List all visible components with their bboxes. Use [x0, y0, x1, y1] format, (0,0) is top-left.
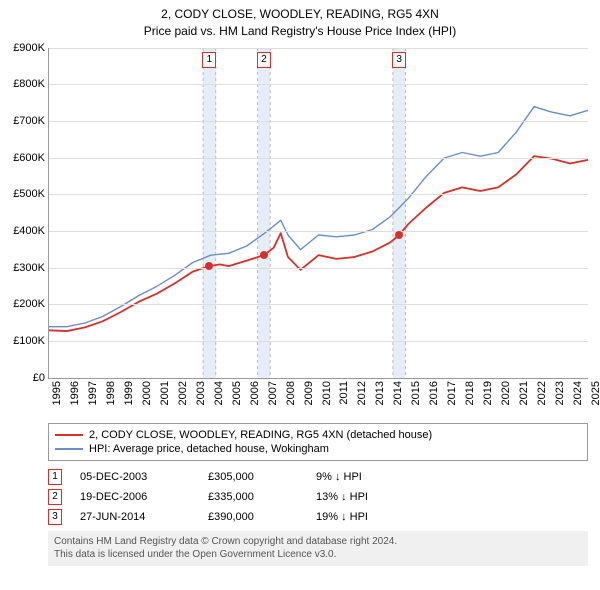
x-axis-label: 2003 — [195, 381, 207, 405]
sales-row: 3 27-JUN-2014 £390,000 19% ↓ HPI — [48, 507, 588, 527]
sale-date: 27-JUN-2014 — [80, 511, 190, 523]
x-axis-label: 2023 — [554, 381, 566, 405]
x-axis-label: 2010 — [321, 381, 333, 405]
footer-line1: Contains HM Land Registry data © Crown c… — [54, 535, 582, 549]
x-axis-labels: 1995 1996 1997 1998 1999 2000 2001 2002 2003 2004… — [48, 379, 588, 419]
title-block: 2, CODY CLOSE, WOODLEY, READING, RG5 4XN… — [0, 0, 600, 40]
legend-row-property: 2, CODY CLOSE, WOODLEY, READING, RG5 4XN… — [55, 428, 581, 442]
sale-marker-box: 3 — [48, 509, 62, 525]
gridline — [49, 268, 588, 269]
y-axis-label: £500K — [3, 188, 45, 200]
gridline — [49, 194, 588, 195]
x-axis-label: 2017 — [446, 381, 458, 405]
line-layer — [49, 48, 588, 378]
sale-dot — [260, 251, 268, 259]
sale-delta: 9% ↓ HPI — [316, 471, 426, 483]
legend: 2, CODY CLOSE, WOODLEY, READING, RG5 4XN… — [48, 423, 588, 461]
gridline — [49, 84, 588, 85]
x-axis-label: 2011 — [338, 381, 350, 405]
gridline — [49, 121, 588, 122]
legend-swatch-property — [55, 434, 83, 436]
sale-marker-box: 3 — [392, 52, 406, 68]
chart-container: 2, CODY CLOSE, WOODLEY, READING, RG5 4XN… — [0, 0, 600, 566]
x-axis-label: 2009 — [303, 381, 315, 405]
x-axis-label: 2001 — [159, 381, 171, 405]
sales-row: 1 05-DEC-2003 £305,000 9% ↓ HPI — [48, 467, 588, 487]
x-axis-label: 1996 — [69, 381, 81, 405]
footer-line2: This data is licensed under the Open Gov… — [54, 548, 582, 562]
x-axis-label: 1995 — [51, 381, 63, 405]
sales-table: 1 05-DEC-2003 £305,000 9% ↓ HPI 2 19-DEC-2006… — [48, 467, 588, 527]
y-axis-label: £200K — [3, 298, 45, 310]
sale-dot — [205, 262, 213, 270]
y-axis-label: £0 — [3, 372, 45, 384]
x-axis-label: 2020 — [500, 381, 512, 405]
sale-marker-box: 1 — [48, 469, 62, 485]
sale-date: 19-DEC-2006 — [80, 491, 190, 503]
legend-swatch-hpi — [55, 448, 83, 450]
sale-delta: 19% ↓ HPI — [316, 511, 426, 523]
gridline — [49, 48, 588, 49]
x-axis-label: 2007 — [267, 381, 279, 405]
y-axis-label: £100K — [3, 335, 45, 347]
x-axis-label: 2019 — [482, 381, 494, 405]
sale-delta: 13% ↓ HPI — [316, 491, 426, 503]
x-axis-label: 2002 — [177, 381, 189, 405]
x-axis-label: 2005 — [231, 381, 243, 405]
x-axis-label: 2015 — [410, 381, 422, 405]
legend-label-property: 2, CODY CLOSE, WOODLEY, READING, RG5 4XN… — [89, 429, 432, 441]
footer: Contains HM Land Registry data © Crown c… — [48, 531, 588, 566]
sale-price: £335,000 — [208, 491, 298, 503]
y-axis-label: £700K — [3, 115, 45, 127]
y-axis-label: £800K — [3, 78, 45, 90]
legend-label-hpi: HPI: Average price, detached house, Woki… — [89, 443, 329, 455]
sale-dot — [395, 231, 403, 239]
gridline — [49, 341, 588, 342]
sale-date: 05-DEC-2003 — [80, 471, 190, 483]
x-axis-label: 2021 — [518, 381, 530, 405]
x-axis-label: 2014 — [392, 381, 404, 405]
sale-marker-box: 2 — [48, 489, 62, 505]
x-axis-label: 1997 — [87, 381, 99, 405]
y-axis-label: £400K — [3, 225, 45, 237]
title-line2: Price paid vs. HM Land Registry's House … — [0, 23, 600, 40]
y-axis-label: £300K — [3, 262, 45, 274]
x-axis-label: 2018 — [464, 381, 476, 405]
title-line1: 2, CODY CLOSE, WOODLEY, READING, RG5 4XN — [0, 6, 600, 23]
x-axis-label: 2025 — [590, 381, 600, 405]
gridline — [49, 304, 588, 305]
x-axis-label: 2016 — [428, 381, 440, 405]
x-axis-label: 1998 — [105, 381, 117, 405]
x-axis-label: 2004 — [213, 381, 225, 405]
sale-price: £305,000 — [208, 471, 298, 483]
x-axis-label: 2000 — [141, 381, 153, 405]
x-axis-label: 2022 — [536, 381, 548, 405]
x-axis-label: 2006 — [249, 381, 261, 405]
x-axis-label: 2013 — [374, 381, 386, 405]
legend-row-hpi: HPI: Average price, detached house, Woki… — [55, 442, 581, 456]
y-axis-label: £600K — [3, 152, 45, 164]
x-axis-label: 2008 — [285, 381, 297, 405]
sale-marker-box: 2 — [257, 52, 271, 68]
gridline — [49, 231, 588, 232]
sales-row: 2 19-DEC-2006 £335,000 13% ↓ HPI — [48, 487, 588, 507]
x-axis-label: 2024 — [572, 381, 584, 405]
gridline — [49, 158, 588, 159]
x-axis-label: 1999 — [123, 381, 135, 405]
sale-price: £390,000 — [208, 511, 298, 523]
x-axis-label: 2012 — [356, 381, 368, 405]
y-axis-label: £900K — [3, 42, 45, 54]
sale-marker-box: 1 — [202, 52, 216, 68]
plot-area: £0£100K£200K£300K£400K£500K£600K£700K£80… — [48, 48, 588, 379]
